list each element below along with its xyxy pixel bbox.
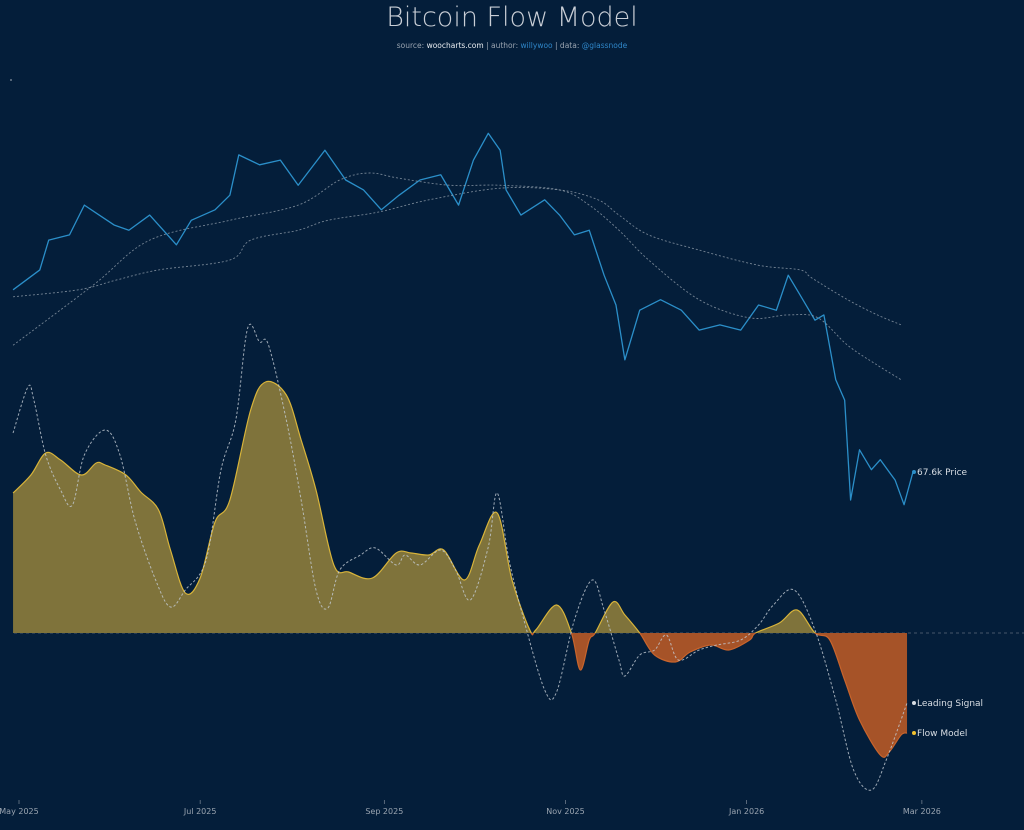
flow-model-positive-line: [12, 380, 816, 633]
flow-model-end-label: Flow Model: [917, 729, 967, 739]
price-line: [12, 132, 914, 506]
leading-signal-line: [12, 323, 908, 791]
author-link[interactable]: willywoo: [520, 41, 553, 50]
leading-signal-end-dot: [912, 701, 916, 705]
chart-subtitle: source: woocharts.com | author: willywoo…: [0, 41, 1024, 50]
flow-model-end-dot: [912, 731, 916, 735]
source-prefix: source:: [396, 41, 427, 50]
price-end-dot: [912, 470, 916, 474]
data-link[interactable]: @glassnode: [581, 41, 628, 50]
chart-title: Bitcoin Flow Model: [386, 2, 638, 33]
x-tick-label: Sep 2025: [365, 807, 403, 816]
source-link[interactable]: woocharts.com: [426, 41, 484, 50]
x-tick-label: Mar 2026: [903, 807, 941, 816]
corner-dot: [10, 79, 12, 81]
moving-average-line-2: [13, 187, 902, 326]
x-tick-label: May 2025: [0, 807, 39, 816]
x-tick-label: Jul 2025: [183, 807, 217, 816]
moving-average-line-1: [12, 172, 902, 381]
x-tick-label: Nov 2025: [546, 807, 585, 816]
x-tick-label: Jan 2026: [728, 807, 764, 816]
flow-model-positive-area: [13, 381, 908, 633]
price-end-label: 67.6k Price: [917, 468, 968, 478]
leading-signal-end-label: Leading Signal: [917, 699, 983, 709]
author-prefix: | author:: [483, 41, 521, 50]
data-prefix: | data:: [552, 41, 582, 50]
